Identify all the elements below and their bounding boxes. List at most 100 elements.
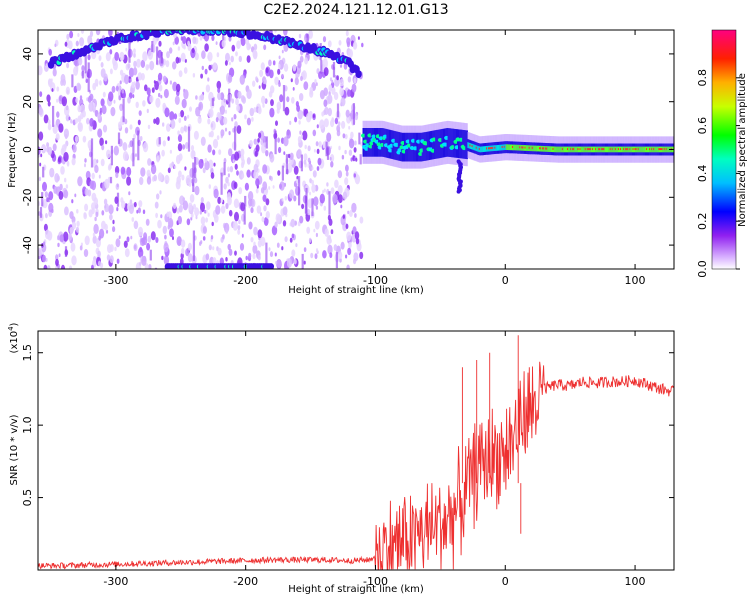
spectrogram-cell	[101, 220, 106, 230]
spectrogram-cell	[524, 146, 527, 149]
spectrogram-cell	[97, 260, 102, 267]
spectrogram-cell	[137, 72, 143, 81]
spectrogram-cell	[306, 112, 312, 123]
spectrogram-cell	[473, 144, 476, 151]
spectrogram-cell	[157, 172, 163, 182]
spectrogram-cell	[49, 167, 55, 178]
spectrogram-cell	[156, 46, 159, 65]
colorbar-tick-label: 0.8	[696, 69, 709, 87]
spectrogram-cell	[192, 162, 195, 192]
spectrogram-cell	[147, 64, 150, 69]
spectrogram-cell	[92, 235, 97, 244]
spectrogram-cell	[250, 207, 254, 214]
spectrogram-cell	[188, 202, 193, 211]
spectrogram-cell	[161, 255, 164, 261]
spectrogram-cell	[228, 61, 231, 66]
spectrogram-cell	[316, 166, 320, 171]
spectrogram-cell	[220, 198, 223, 203]
spectrogram-cell	[661, 148, 664, 151]
spectrogram-cell	[579, 148, 582, 151]
spectrogram-cell	[212, 138, 219, 149]
spectrogram-cell	[353, 147, 357, 153]
spectrogram-cell	[122, 151, 129, 161]
spectrogram-cell	[260, 62, 265, 71]
spectrogram-cell	[605, 146, 608, 153]
spectrogram-cell	[587, 148, 590, 151]
spectrogram-cell	[573, 148, 575, 151]
spectrogram-cell	[282, 85, 286, 112]
spectrogram-cell	[224, 109, 228, 114]
spectrogram-cell	[345, 164, 349, 172]
spectrogram-cell	[132, 67, 138, 76]
spectrogram-cell	[46, 94, 51, 103]
spectrogram-cell	[240, 37, 246, 47]
spectrogram-cell	[279, 183, 282, 190]
spectrogram-cell	[160, 94, 163, 99]
spectrogram-cell	[274, 76, 279, 86]
spectrogram-cell	[192, 230, 195, 261]
spectrogram-cell	[207, 118, 211, 125]
spectrogram-cell	[244, 182, 249, 191]
spectrogram-cell	[146, 176, 152, 185]
spectrogram-cell	[558, 146, 561, 153]
spectrogram-cell	[259, 69, 264, 78]
spectrogram-cell	[151, 87, 155, 93]
spectrogram-cell	[164, 234, 167, 240]
spectrogram-cell	[44, 191, 48, 198]
snr-scale-base: (x10	[9, 331, 20, 354]
spectrogram-cell	[338, 251, 343, 260]
spectrogram-cell	[60, 166, 65, 175]
spectrogram-cell	[246, 169, 251, 178]
snr-frame	[37, 330, 675, 571]
spectrogram-cell	[79, 95, 83, 100]
spectrogram-cell	[172, 41, 175, 46]
spectrogram-cell	[306, 208, 311, 216]
spectrogram-cell	[459, 129, 461, 159]
x-tick-label: -100	[363, 274, 388, 287]
spectrogram-cell	[622, 146, 624, 153]
spectrogram-cell	[275, 120, 278, 126]
spectrogram-cell	[544, 146, 546, 152]
spectrogram-cell	[268, 247, 271, 252]
spectrogram-cell	[341, 154, 345, 160]
spectrogram-cell	[352, 103, 355, 125]
spectrogram-cell	[241, 173, 245, 179]
spectrogram-cell	[256, 205, 262, 214]
spectrogram-cell	[205, 253, 210, 261]
spectrogram-cell	[116, 207, 119, 212]
spectrogram-cell	[71, 255, 77, 266]
spectrogram-cell	[155, 117, 160, 125]
spectrogram-cell	[128, 204, 134, 215]
spectrogram-cell	[107, 244, 112, 254]
spectrogram-cell	[227, 166, 230, 173]
spectrogram-cell	[271, 225, 278, 236]
spectrogram-cell	[119, 51, 125, 62]
spectrogram-cell	[311, 166, 314, 171]
spectrogram-cell	[525, 145, 528, 151]
spectrogram-cell	[41, 192, 44, 207]
spectrogram-cell	[201, 50, 206, 60]
spectrogram-cell	[76, 82, 81, 91]
spectrogram-cell	[431, 130, 433, 160]
spectrogram-cell	[620, 148, 622, 151]
spectrogram-cell	[149, 95, 154, 103]
spectrogram-cell	[110, 145, 113, 166]
spectrogram-cell	[621, 146, 623, 153]
spectrogram-cell	[69, 227, 74, 235]
spectrogram-cell	[323, 67, 329, 77]
spectrogram-cell	[522, 146, 524, 149]
spectrogram-cell	[64, 41, 68, 47]
spectrogram-cell	[566, 146, 568, 153]
spectrogram-cell	[162, 102, 166, 110]
colorbar-tick-label: 0.0	[696, 260, 709, 278]
snr-data	[38, 335, 674, 570]
snr-scale-exponent: 4	[7, 326, 15, 331]
spectrogram-cell	[511, 144, 513, 151]
spectrogram-cell	[181, 174, 185, 181]
spectrogram-cell	[91, 180, 97, 191]
spectrogram-cell	[312, 114, 315, 118]
spectrogram-cell	[550, 146, 552, 152]
spectrogram-cell	[48, 48, 52, 56]
spectrogram-cell	[100, 68, 106, 78]
spectrogram-cell	[238, 55, 242, 63]
